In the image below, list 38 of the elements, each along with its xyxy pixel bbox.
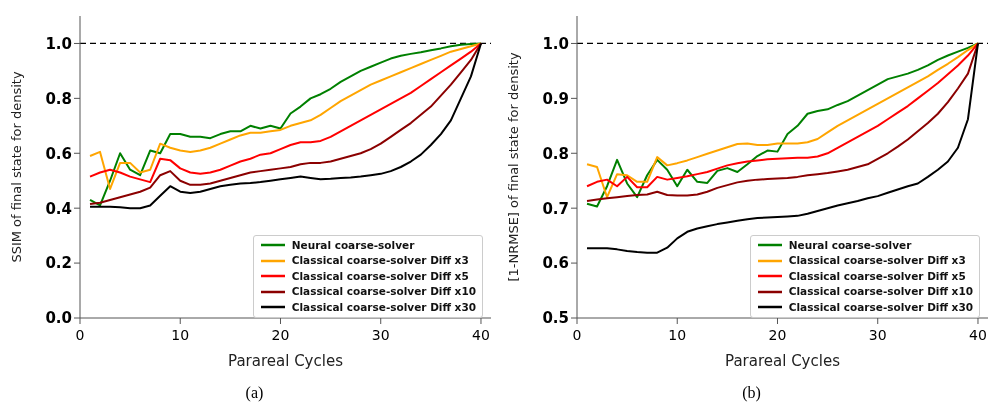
legend-label: Neural coarse-solver (788, 237, 912, 253)
legend-label: Classical coarse-solver Diff x3 (788, 253, 966, 268)
x-tick-label: 0 (572, 327, 582, 343)
legend-label: Classical coarse-solver Diff x3 (291, 253, 469, 268)
y-tick-label: 0.0 (45, 309, 72, 328)
x-axis-title: Parareal Cycles (228, 352, 344, 370)
y-tick-label: 0.6 (45, 144, 72, 163)
legend-label: Classical coarse-solver Diff x30 (291, 299, 476, 315)
y-tick-label: 0.9 (542, 89, 569, 108)
text: (b) (741, 384, 762, 402)
y-axis-title: SSIM of final state for density (8, 71, 24, 263)
x-axis-title: Parareal Cycles (725, 352, 841, 370)
legend-label: Classical coarse-solver Diff x30 (788, 299, 973, 315)
legend-label: Classical coarse-solver Diff x10 (788, 284, 973, 299)
x-tick-label: 20 (271, 327, 290, 343)
legend-label: Classical coarse-solver Diff x10 (291, 284, 476, 299)
y-tick-label: 1.0 (45, 34, 72, 53)
y-tick-label: 1.0 (542, 34, 569, 53)
x-tick-label: 10 (171, 327, 190, 343)
y-tick-label: 0.8 (542, 144, 569, 163)
y-tick-label: 0.6 (542, 254, 569, 273)
x-tick-label: 10 (668, 327, 687, 343)
legend-label: Classical coarse-solver Diff x5 (788, 268, 966, 284)
x-tick-label: 30 (868, 327, 887, 343)
y-tick-label: 0.4 (45, 199, 72, 218)
x-tick-label: 40 (472, 327, 490, 343)
y-tick-label: 0.2 (45, 254, 72, 273)
x-tick-label: 20 (768, 327, 787, 343)
legend-label: Classical coarse-solver Diff x5 (291, 268, 469, 284)
y-axis-title: [1-NRMSE] of final state for density (505, 52, 521, 282)
y-tick-label: 0.7 (542, 199, 569, 218)
text: (a) (244, 384, 265, 402)
y-tick-label: 0.8 (45, 89, 72, 108)
legend-label: Neural coarse-solver (291, 237, 415, 253)
x-tick-label: 40 (969, 327, 987, 343)
y-tick-label: 0.5 (542, 309, 569, 328)
x-tick-label: 0 (75, 327, 85, 343)
x-tick-label: 30 (371, 327, 390, 343)
